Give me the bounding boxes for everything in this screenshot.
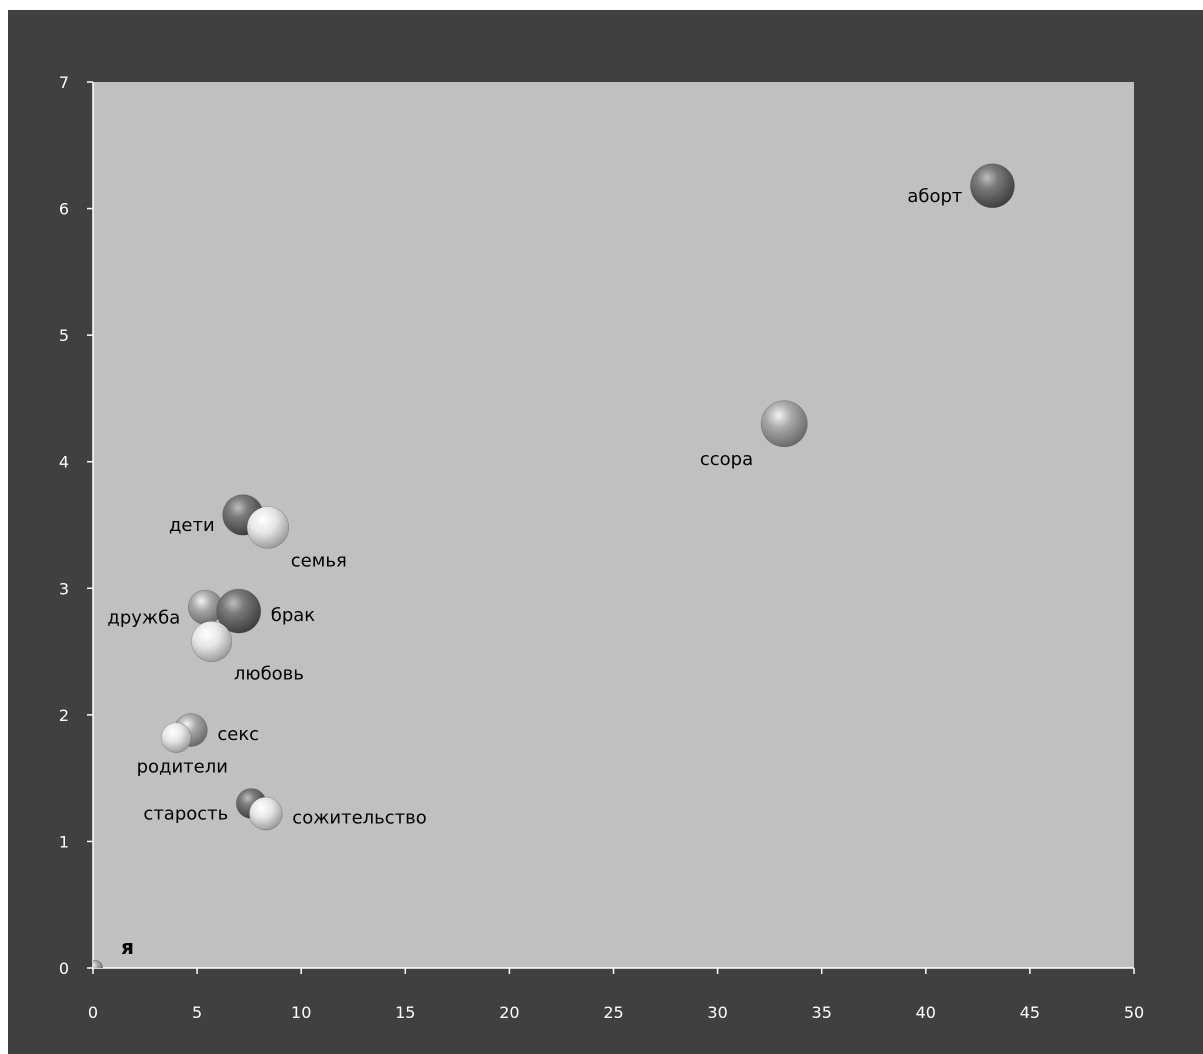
data-point: [161, 722, 192, 753]
x-tick-label: 35: [812, 1003, 832, 1022]
data-point: [970, 163, 1015, 209]
point-label: старость: [143, 803, 228, 824]
y-tick-label: 1: [59, 832, 69, 851]
point-label: сожительство: [292, 808, 427, 829]
data-point: [246, 506, 290, 549]
y-tick-label: 3: [59, 579, 69, 598]
x-tick-label: 50: [1124, 1003, 1144, 1022]
x-tick-label: 5: [192, 1003, 202, 1022]
y-tick-label: 5: [59, 326, 69, 345]
x-tick-label: 45: [1020, 1003, 1040, 1022]
y-tick-label: 0: [59, 959, 69, 978]
x-tick-label: 20: [499, 1003, 519, 1022]
data-point: [760, 400, 808, 448]
axes: [87, 81, 1135, 974]
point-label: аборт: [907, 186, 962, 207]
point-label: семья: [291, 550, 347, 571]
data-points: [93, 163, 1015, 968]
y-tick-label: 2: [59, 706, 69, 725]
point-label: дружба: [107, 607, 180, 628]
point-label: брак: [271, 605, 316, 626]
data-point: [249, 796, 283, 831]
point-label: я: [121, 935, 134, 959]
point-label: секс: [217, 724, 259, 745]
point-label: родители: [137, 757, 228, 778]
point-labels: аборт ссора дети семья дружба брак любовь секс р…: [107, 186, 962, 959]
point-label: любовь: [234, 664, 304, 685]
point-label: дети: [169, 515, 215, 536]
y-tick-label: 7: [59, 73, 69, 92]
data-point: [191, 620, 233, 662]
y-tick-label: 4: [59, 453, 69, 472]
data-point: [216, 588, 262, 634]
x-tick-label: 0: [88, 1003, 98, 1022]
x-tick-label: 25: [603, 1003, 623, 1022]
x-tick-label: 10: [291, 1003, 311, 1022]
point-label: ссора: [700, 449, 753, 470]
y-tick-label: 6: [59, 200, 69, 219]
x-tick-label: 40: [916, 1003, 936, 1022]
x-tick-label: 30: [707, 1003, 727, 1022]
x-tick-label: 15: [395, 1003, 415, 1022]
data-point: [93, 960, 104, 968]
